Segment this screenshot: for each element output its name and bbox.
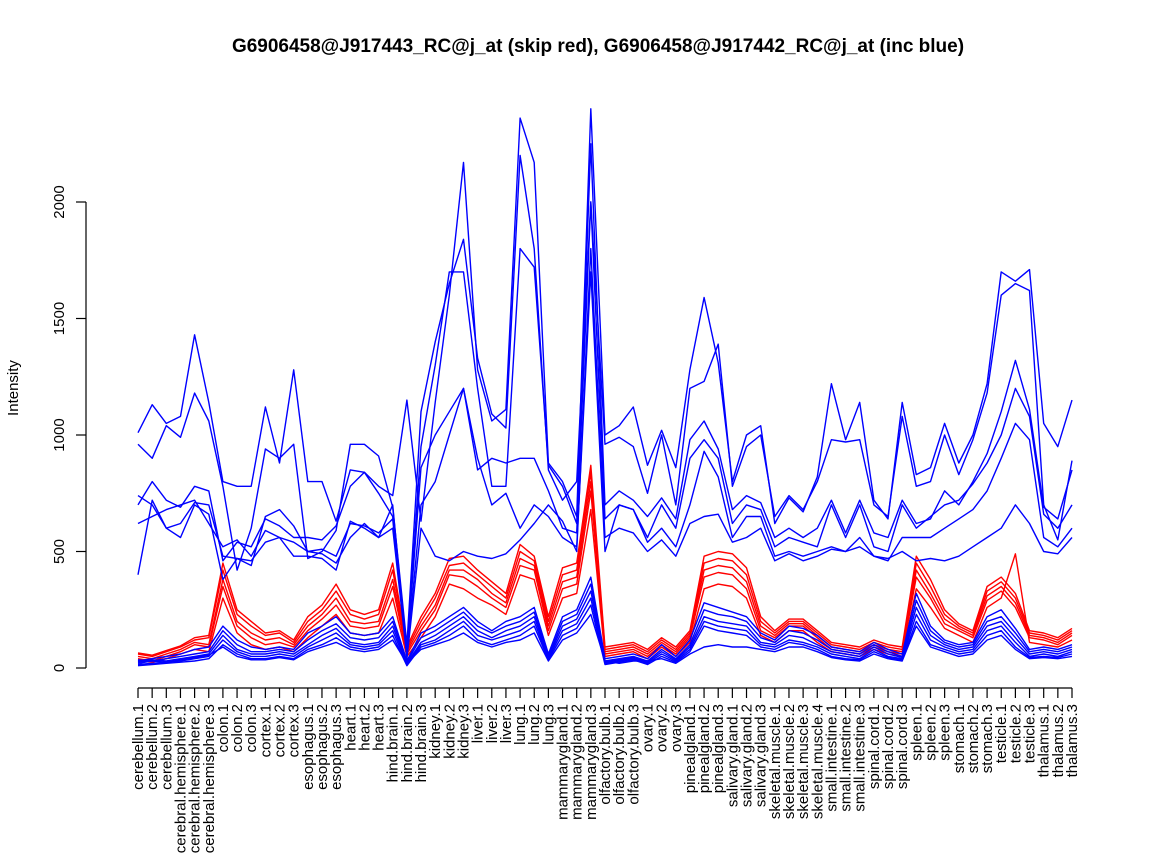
x-tick-label: testicle.3 xyxy=(1022,704,1039,763)
inc-series-line xyxy=(137,108,1073,525)
x-tick-label: small.intestine.2 xyxy=(838,704,855,812)
x-tick-label: liver.3 xyxy=(498,704,515,743)
x-tick-label: cortex.3 xyxy=(286,704,303,757)
x-tick-label: mammarygland.3 xyxy=(583,704,600,820)
x-tick-label: cerebral.hemisphere.3 xyxy=(201,704,218,853)
x-tick-label: liver.2 xyxy=(484,704,501,743)
x-tick-label: skeletal.muscle.3 xyxy=(795,704,812,819)
x-tick-label: pinealgland.1 xyxy=(682,704,699,793)
x-tick-label: olfactory.bulb.3 xyxy=(625,704,642,805)
x-tick-label: colon.2 xyxy=(229,704,246,752)
x-tick-label: hind.brain.2 xyxy=(399,704,416,782)
x-tick-label: thalamus.2 xyxy=(1050,704,1067,777)
x-tick-label: ovary.2 xyxy=(654,704,671,752)
x-tick-label: lung.2 xyxy=(526,704,543,745)
x-tick-label: ovary.1 xyxy=(639,704,656,752)
x-tick-label: liver.1 xyxy=(470,704,487,743)
y-axis-title: Intensity xyxy=(5,360,22,416)
inc-series-line xyxy=(137,143,1073,651)
x-tick-label: salivary.gland.2 xyxy=(739,704,756,807)
x-tick-label: cerebral.hemisphere.2 xyxy=(187,704,204,853)
y-tick-label: 0 xyxy=(51,664,68,672)
x-tick-label: salivary.gland.1 xyxy=(724,704,741,807)
x-tick-label: hind.brain.3 xyxy=(413,704,430,782)
x-tick-label: thalamus.1 xyxy=(1036,704,1053,777)
x-tick-label: lung.3 xyxy=(540,704,557,745)
x-tick-label: heart.1 xyxy=(342,704,359,751)
y-tick-label: 2000 xyxy=(51,185,68,218)
x-tick-label: cerebellum.2 xyxy=(144,704,161,790)
x-axis: cerebellum.1cerebellum.2cerebellum.3cere… xyxy=(130,687,1081,853)
x-tick-label: cortex.2 xyxy=(272,704,289,757)
x-tick-label: spinal.cord.2 xyxy=(880,704,897,789)
x-tick-label: ovary.3 xyxy=(668,704,685,752)
inc-series-line xyxy=(137,271,1073,658)
x-tick-label: salivary.gland.3 xyxy=(753,704,770,807)
inc-series-line xyxy=(137,247,1073,660)
x-tick-label: skeletal.muscle.2 xyxy=(781,704,798,819)
x-tick-label: colon.3 xyxy=(243,704,260,752)
x-tick-label: skeletal.muscle.4 xyxy=(809,704,826,819)
x-tick-label: lung.1 xyxy=(512,704,529,745)
x-tick-label: testicle.1 xyxy=(993,704,1010,763)
x-tick-label: hind.brain.1 xyxy=(385,704,402,782)
inc-series-line xyxy=(137,613,1073,664)
x-tick-label: spleen.3 xyxy=(937,704,954,761)
y-axis: 0 500 1000 1500 2000 xyxy=(51,185,87,672)
x-tick-label: cerebellum.1 xyxy=(130,704,147,790)
x-tick-label: heart.3 xyxy=(371,704,388,751)
x-tick-label: colon.1 xyxy=(215,704,232,752)
y-tick-label: 1000 xyxy=(51,418,68,451)
x-tick-label: spinal.cord.3 xyxy=(894,704,911,789)
x-tick-label: kidney.2 xyxy=(441,704,458,759)
x-tick-label: cortex.1 xyxy=(257,704,274,757)
x-tick-label: esophagus.2 xyxy=(314,704,331,790)
skip-series-line xyxy=(137,464,1073,656)
x-tick-label: cerebellum.3 xyxy=(158,704,175,790)
x-tick-label: stomach.3 xyxy=(979,704,996,773)
x-tick-label: stomach.2 xyxy=(965,704,982,773)
x-tick-label: small.intestine.3 xyxy=(852,704,869,812)
x-tick-label: cerebral.hemisphere.1 xyxy=(172,704,189,853)
x-tick-label: esophagus.3 xyxy=(328,704,345,790)
inc-series-line xyxy=(137,154,1073,646)
x-tick-label: skeletal.muscle.1 xyxy=(767,704,784,819)
x-tick-label: kidney.1 xyxy=(427,704,444,759)
x-tick-label: spinal.cord.1 xyxy=(866,704,883,789)
inc-series-line xyxy=(137,604,1073,667)
x-tick-label: pinealgland.3 xyxy=(710,704,727,793)
x-tick-label: heart.2 xyxy=(356,704,373,751)
inc-series-line xyxy=(137,201,1073,655)
x-tick-label: stomach.1 xyxy=(951,704,968,773)
x-tick-label: spleen.1 xyxy=(908,704,925,761)
x-tick-label: olfactory.bulb.1 xyxy=(597,704,614,805)
x-tick-label: thalamus.3 xyxy=(1064,704,1081,777)
x-tick-label: small.intestine.1 xyxy=(823,704,840,812)
x-tick-label: testicle.2 xyxy=(1007,704,1024,763)
x-tick-label: mammarygland.1 xyxy=(555,704,572,820)
y-tick-label: 500 xyxy=(51,539,68,564)
x-tick-label: mammarygland.2 xyxy=(569,704,586,820)
chart-title: G6906458@J917443_RC@j_at (skip red), G69… xyxy=(232,36,964,57)
y-tick-label: 1500 xyxy=(51,302,68,335)
x-tick-label: kidney.3 xyxy=(455,704,472,759)
x-tick-label: olfactory.bulb.2 xyxy=(611,704,628,805)
x-tick-label: spleen.2 xyxy=(922,704,939,761)
x-tick-label: esophagus.1 xyxy=(300,704,317,790)
x-tick-label: pinealgland.2 xyxy=(696,704,713,793)
series-layer xyxy=(137,108,1073,667)
